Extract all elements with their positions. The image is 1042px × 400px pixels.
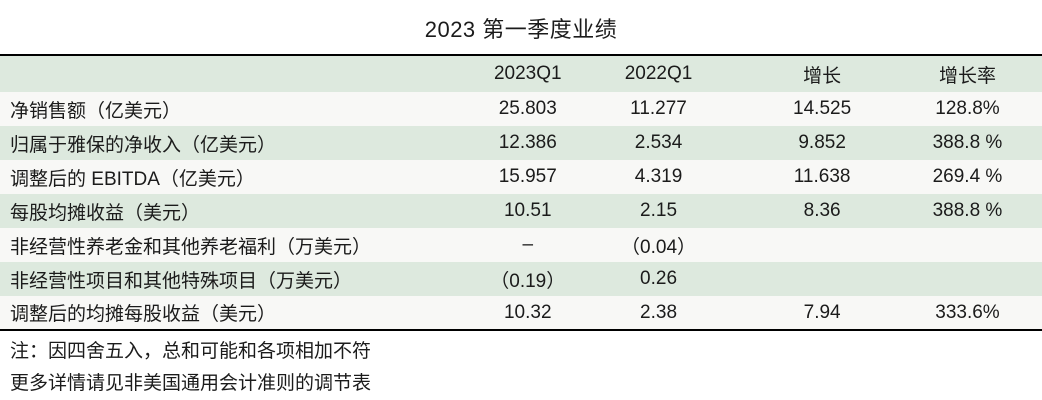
- cell-value: 25.803: [489, 92, 566, 126]
- cell-value: 4.319: [565, 160, 752, 194]
- cell-value: [751, 228, 893, 262]
- row-label: 非经营性养老金和其他养老福利（万美元）: [0, 228, 490, 262]
- cell-value: 11.638: [751, 160, 893, 194]
- column-header-2022q1: 2022Q1: [565, 54, 752, 92]
- footnote-non-gaap: 更多详情请见非美国通用会计准则的调节表: [10, 373, 372, 394]
- cell-value: 12.386: [489, 126, 566, 160]
- cell-value: 0.26: [565, 262, 752, 296]
- cell-value: 14.525: [751, 92, 893, 126]
- table-row: 非经营性项目和其他特殊项目（万美元） （0.19） 0.26: [0, 262, 1042, 296]
- cell-value: 7.94: [751, 296, 893, 331]
- page-title: 2023 第一季度业绩: [424, 17, 618, 42]
- cell-value: 333.6%: [892, 296, 1042, 331]
- table-row: 每股均摊收益（美元） 10.51 2.15 8.36 388.8 %: [0, 194, 1042, 228]
- footnotes: 注：因四舍五入，总和可能和各项相加不符 更多详情请见非美国通用会计准则的调节表: [0, 331, 1042, 400]
- results-table: 2023Q1 2022Q1 增长 增长率 净销售额（亿美元） 25.803 11.2…: [0, 54, 1042, 331]
- column-header-growth-rate: 增长率: [892, 54, 1042, 92]
- cell-value: 2.15: [565, 194, 752, 228]
- cell-value: 269.4 %: [892, 160, 1042, 194]
- cell-value: 2.38: [565, 296, 752, 331]
- table-header: 2023Q1 2022Q1 增长 增长率: [0, 54, 1042, 92]
- table-row: 调整后的 EBITDA（亿美元） 15.957 4.319 11.638 269.4 %: [0, 160, 1042, 194]
- cell-value: [751, 262, 893, 296]
- cell-value: 8.36: [751, 194, 893, 228]
- cell-value: （0.19）: [489, 262, 566, 296]
- table-row: 非经营性养老金和其他养老福利（万美元） – （0.04）: [0, 228, 1042, 262]
- row-label: 净销售额（亿美元）: [0, 92, 490, 126]
- table-body: 净销售额（亿美元） 25.803 11.277 14.525 128.8% 归属于雅保的净…: [0, 92, 1042, 331]
- table-row: 调整后的均摊每股收益（美元） 10.32 2.38 7.94 333.6%: [0, 296, 1042, 331]
- row-label: 非经营性项目和其他特殊项目（万美元）: [0, 262, 490, 296]
- cell-value: 128.8%: [892, 92, 1042, 126]
- row-label: 归属于雅保的净收入（亿美元）: [0, 126, 490, 160]
- cell-value: 10.51: [489, 194, 566, 228]
- column-header-growth: 增长: [751, 54, 893, 92]
- row-label: 每股均摊收益（美元）: [0, 194, 490, 228]
- table-row: 归属于雅保的净收入（亿美元） 12.386 2.534 9.852 388.8 %: [0, 126, 1042, 160]
- cell-value: 2.534: [565, 126, 752, 160]
- row-label: 调整后的均摊每股收益（美元）: [0, 296, 490, 331]
- cell-value: 11.277: [565, 92, 752, 126]
- cell-value: [892, 262, 1042, 296]
- cell-value: 10.32: [489, 296, 566, 331]
- column-header-2023q1: 2023Q1: [489, 54, 566, 92]
- cell-value: 388.8 %: [892, 126, 1042, 160]
- table-header-row: 2023Q1 2022Q1 增长 增长率: [0, 54, 1042, 92]
- cell-value: 9.852: [751, 126, 893, 160]
- row-label: 调整后的 EBITDA（亿美元）: [0, 160, 490, 194]
- column-header-blank: [0, 54, 490, 92]
- cell-value: （0.04）: [565, 228, 752, 262]
- table-row: 净销售额（亿美元） 25.803 11.277 14.525 128.8%: [0, 92, 1042, 126]
- cell-value: 15.957: [489, 160, 566, 194]
- footnote-rounding: 注：因四舍五入，总和可能和各项相加不符: [10, 341, 372, 362]
- cell-value: 388.8 %: [892, 194, 1042, 228]
- cell-value: –: [489, 228, 566, 262]
- cell-value: [892, 228, 1042, 262]
